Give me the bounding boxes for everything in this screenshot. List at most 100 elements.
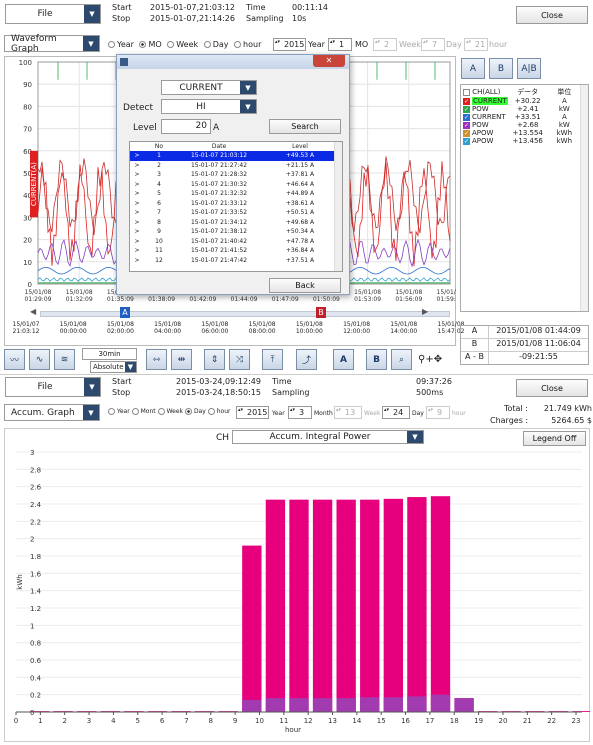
dialog-level-input[interactable]: 20 (161, 119, 211, 134)
cursor-b-icon[interactable]: B (366, 349, 387, 370)
top-week-spinner[interactable]: 2 (373, 38, 397, 51)
bottom-week-spinner[interactable]: 13 (334, 406, 362, 419)
view-a-button[interactable]: A (461, 58, 485, 79)
legend-value: +2.68 (516, 121, 539, 129)
legend-row[interactable]: ✓ POW +2.68 kW (463, 121, 581, 129)
result-row[interactable]: >9 15-01-07 21:38:12 +50.34 A (130, 227, 336, 237)
zoom-in-x-icon[interactable]: ⇿ (146, 349, 167, 370)
timeline-left-arrow-icon[interactable]: ◀ (30, 307, 37, 316)
legend-row[interactable]: ✓ APOW +13.456 kWh (463, 137, 581, 145)
lower-tick-label: 15/01/08 12:00:00 (343, 321, 371, 335)
bottom-hour-spinner[interactable]: 9 (426, 406, 450, 419)
top-year-spinner[interactable]: 2015 (273, 38, 306, 51)
view-b-button[interactable]: B (489, 58, 513, 79)
top-file-select[interactable]: File ▼ (5, 4, 101, 24)
y-axis-label-bg (30, 150, 38, 218)
zoom-out-x-icon[interactable]: ⇹ (171, 349, 192, 370)
dialog-search-button[interactable]: Search (269, 119, 341, 134)
checkbox-icon[interactable]: ✓ (463, 137, 470, 145)
legend-scrollbar[interactable] (580, 85, 588, 311)
radio-day[interactable]: Day (203, 40, 229, 49)
chevron-down-icon: ▼ (83, 405, 99, 420)
top-hour-spinner[interactable]: 21 (464, 38, 488, 51)
legend-row[interactable]: ✓ POW +2.41 kW (463, 105, 581, 113)
result-date: 15-01-07 21:34:12 (190, 218, 248, 226)
search-icon[interactable]: ⌕ (391, 349, 412, 370)
marker-b[interactable]: B (316, 307, 326, 318)
bar-16 (407, 497, 427, 712)
bar-sub-15 (383, 697, 404, 712)
radio-hour[interactable]: hour (207, 408, 230, 415)
x-tick-label: 15 (377, 717, 386, 725)
legend-row[interactable]: ✓ APOW +13.554 kWh (463, 129, 581, 137)
result-row[interactable]: >3 15-01-07 21:28:32 +37.81 A (130, 170, 336, 180)
dialog-ch-select[interactable]: CURRENT ▼ (161, 80, 257, 95)
radio-year[interactable]: Year (108, 40, 134, 49)
radio-week[interactable]: Week (157, 408, 183, 415)
result-row[interactable]: >7 15-01-07 21:33:52 +50.51 A (130, 208, 336, 218)
timeline-right-arrow-icon[interactable]: ▶ (422, 307, 429, 316)
checkbox-icon[interactable]: ✓ (463, 129, 470, 137)
dialog-app-icon (120, 58, 128, 66)
result-row[interactable]: >11 15-01-07 21:41:52 +36.84 A (130, 246, 336, 256)
top-close-button[interactable]: Close (516, 6, 588, 24)
radio-week[interactable]: Week (167, 40, 198, 49)
result-row[interactable]: >8 15-01-07 21:34:12 +49.68 A (130, 218, 336, 228)
radio-year[interactable]: Year (108, 408, 130, 415)
x-tick-label: 1 (38, 717, 42, 725)
dialog-detect-select[interactable]: HI ▼ (161, 99, 257, 114)
x-tick-label: 14 (352, 717, 361, 725)
pan-zoom-icon[interactable]: ⚲+✥ (418, 354, 443, 365)
legend-row[interactable]: ✓ CURRENT +30.22 A (463, 97, 581, 105)
view-ab-button[interactable]: A|B (517, 58, 541, 79)
dialog-back-button[interactable]: Back (269, 278, 341, 293)
fit-y-icon[interactable]: ⤒ (262, 349, 283, 370)
radio-hour[interactable]: hour (234, 40, 261, 49)
bottom-day-spinner[interactable]: 24 (382, 406, 410, 419)
cursor-a-icon[interactable]: A (333, 349, 354, 370)
bottom-month-spinner[interactable]: 3 (288, 406, 312, 419)
checkbox-icon[interactable]: ✓ (463, 113, 470, 121)
wave-tool-2-icon[interactable]: ∿ (29, 349, 50, 370)
time-mode-select[interactable]: Absolute ▼ (90, 361, 137, 373)
result-row[interactable]: >1 15-01-07 21:03:12 +49.53 A (130, 151, 336, 161)
checkbox-icon[interactable]: ✓ (463, 105, 470, 113)
radio-day[interactable]: Day (184, 408, 206, 415)
top-graph-select[interactable]: Waveform Graph ▼ (4, 34, 100, 54)
legend-value: +13.456 (512, 137, 543, 145)
timeline-slider[interactable] (40, 311, 450, 317)
checkbox-icon[interactable]: ✓ (463, 121, 470, 129)
legend-row[interactable]: ✓ CURRENT +33.51 A (463, 113, 581, 121)
top-mo-spinner[interactable]: 1 (328, 38, 352, 51)
zoom-out-y-icon[interactable]: ⤨ (229, 349, 250, 370)
results-scrollbar[interactable] (334, 142, 342, 271)
search-dialog: ✕ CH CURRENT ▼ Detect HI ▼ Level 20 A Se… (116, 54, 350, 295)
top-day-spinner[interactable]: 7 (421, 38, 445, 51)
wave-tool-1-icon[interactable]: 〰 (4, 349, 25, 370)
trend-icon[interactable]: ⤴ (296, 349, 317, 370)
result-row[interactable]: >5 15-01-07 21:32:32 +44.89 A (130, 189, 336, 199)
radio-mo[interactable]: MO (139, 40, 162, 49)
bottom-close-button[interactable]: Close (516, 379, 588, 397)
marker-a[interactable]: A (120, 307, 130, 318)
zoom-in-y-icon[interactable]: ⇕ (204, 349, 225, 370)
bottom-file-select[interactable]: File ▼ (5, 377, 101, 397)
result-row[interactable]: >6 15-01-07 21:33:12 +38.61 A (130, 199, 336, 209)
checkbox-icon[interactable]: ✓ (463, 97, 470, 105)
bottom-year-spinner[interactable]: 2015 (236, 406, 269, 419)
time-span-select[interactable]: 30min (82, 348, 137, 360)
result-row[interactable]: >12 15-01-07 21:47:42 +37.51 A (130, 256, 336, 266)
x-tick-label: 21 (523, 717, 532, 725)
result-row[interactable]: >10 15-01-07 21:40:42 +47.78 A (130, 237, 336, 247)
radio-month[interactable]: Mont (131, 408, 156, 415)
chart-ch-select[interactable]: Accum. Integral Power ▼ (232, 430, 424, 444)
top-time-label: Time (246, 3, 266, 12)
bottom-graph-select[interactable]: Accum. Graph ▼ (4, 404, 100, 421)
result-row[interactable]: >2 15-01-07 21:27:42 +21.15 A (130, 161, 336, 171)
close-icon[interactable]: ✕ (313, 55, 345, 67)
legend-off-button[interactable]: Legend Off (523, 431, 586, 446)
result-level: +50.34 A (285, 228, 315, 236)
wave-tool-3-icon[interactable]: ≋ (54, 349, 75, 370)
result-row[interactable]: >4 15-01-07 21:30:32 +46.64 A (130, 180, 336, 190)
